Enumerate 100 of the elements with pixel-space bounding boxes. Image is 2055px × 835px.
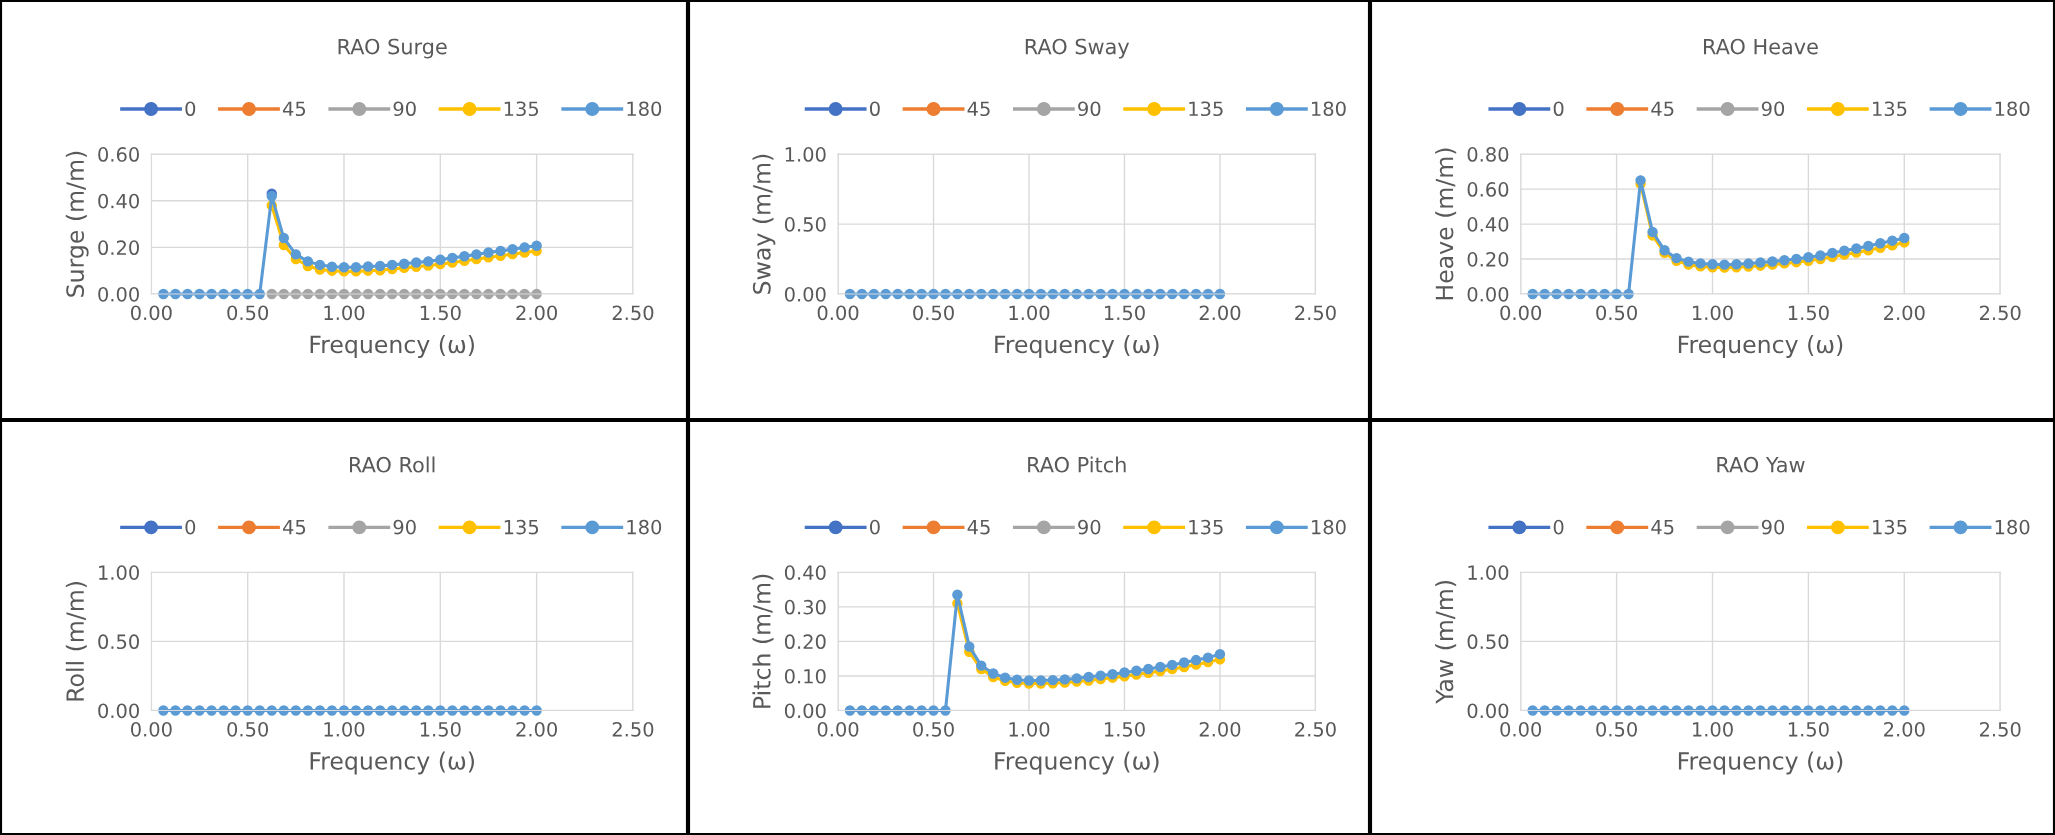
y-tick-label: 1.00 <box>785 147 826 162</box>
y-tick-label: 0.00 <box>784 703 826 719</box>
chart-title: RAO Pitch <box>1028 456 1126 473</box>
point <box>362 261 374 272</box>
x-tick-label: 0.00 <box>817 721 859 737</box>
x-axis-title: Frequency (ω) <box>1678 751 1843 775</box>
legend-label: 135 <box>1873 101 1907 117</box>
legend-label: 45 <box>282 101 306 117</box>
point <box>1155 661 1166 673</box>
legend-label: 45 <box>967 520 990 535</box>
y-tick-label: 1.00 <box>99 565 139 580</box>
y-tick-label: 0.00 <box>98 703 139 719</box>
point <box>374 260 386 272</box>
x-tick-label: 1.50 <box>1104 721 1145 737</box>
legend-label: 90 <box>393 101 416 117</box>
point <box>471 249 482 260</box>
legend-label: 45 <box>1651 520 1674 535</box>
x-tick-label: 1.50 <box>1788 721 1829 737</box>
x-tick-label: 0.00 <box>817 305 859 321</box>
legend-label: 90 <box>1078 519 1101 535</box>
point <box>1815 250 1826 261</box>
point <box>338 261 350 273</box>
legend-label: 0 <box>869 519 880 535</box>
legend-label: 0 <box>1553 519 1564 535</box>
y-tick-label: 0.00 <box>784 286 826 302</box>
point <box>1899 232 1910 244</box>
x-tick-label: 0.00 <box>1500 721 1542 737</box>
legend-label: 0 <box>1553 101 1564 117</box>
legend-label: 180 <box>627 101 662 117</box>
x-axis-title: Frequency (ω) <box>995 335 1159 358</box>
x-tick-label: 2.00 <box>1884 721 1925 737</box>
point <box>278 232 290 244</box>
x-tick-label: 1.00 <box>1692 305 1733 321</box>
point <box>1839 245 1850 256</box>
legend-label: 180 <box>1312 101 1346 117</box>
legend-label: 0 <box>185 101 196 117</box>
point <box>1083 671 1094 683</box>
point <box>1131 665 1142 676</box>
x-axis-title: Frequency (ω) <box>310 751 474 775</box>
y-tick-label: 0.20 <box>784 634 826 650</box>
y-tick-label: 0.80 <box>1467 147 1509 162</box>
legend-label: 180 <box>1312 519 1346 535</box>
point <box>411 257 422 268</box>
chart-title: RAO Surge <box>338 38 447 59</box>
y-axis-title: Yaw (m/m) <box>1435 581 1457 704</box>
legend-label: 90 <box>1761 519 1785 535</box>
point <box>952 589 963 600</box>
x-tick-label: 0.50 <box>913 305 954 321</box>
x-axis-title: Frequency (ω) <box>310 335 474 358</box>
legend-label: 180 <box>1995 519 2030 535</box>
point <box>507 244 518 255</box>
legend-label: 90 <box>1761 101 1785 117</box>
x-tick-label: 2.50 <box>612 721 654 737</box>
point <box>435 254 446 265</box>
legend-label: 45 <box>1651 101 1674 117</box>
legend-label: 45 <box>282 520 306 535</box>
point <box>1827 247 1838 259</box>
legend-label: 0 <box>185 519 196 535</box>
y-tick-label: 0.00 <box>98 286 139 302</box>
point <box>350 261 362 273</box>
point <box>483 247 494 258</box>
x-axis-title: Frequency (ω) <box>1678 335 1843 358</box>
y-tick-label: 0.00 <box>1467 703 1509 719</box>
chart-title: RAO Yaw <box>1717 456 1805 473</box>
legend-label: 0 <box>869 101 880 117</box>
x-tick-label: 2.50 <box>1295 721 1336 737</box>
x-tick-label: 1.00 <box>1692 721 1733 737</box>
y-tick-label: 0.40 <box>98 193 139 209</box>
x-tick-label: 0.50 <box>913 721 954 737</box>
point <box>1875 238 1886 249</box>
point <box>1095 670 1106 681</box>
point <box>495 245 506 257</box>
point <box>1647 226 1658 238</box>
x-tick-label: 2.50 <box>1979 305 2021 321</box>
y-tick-label: 0.00 <box>1467 286 1509 302</box>
point <box>302 256 314 267</box>
y-tick-label: 0.60 <box>98 147 139 162</box>
legend-label: 180 <box>627 519 662 535</box>
x-tick-label: 1.00 <box>1009 305 1050 321</box>
x-tick-label: 1.50 <box>420 721 461 737</box>
y-axis-title: Heave (m/m) <box>1435 148 1457 300</box>
chart-title: RAO Roll <box>350 456 435 473</box>
x-tick-label: 0.50 <box>227 305 269 321</box>
y-axis-title: Roll (m/m) <box>65 582 87 701</box>
y-tick-label: 0.60 <box>1467 182 1509 197</box>
x-tick-label: 2.50 <box>1295 305 1336 321</box>
chart-title: RAO Heave <box>1704 38 1818 55</box>
point <box>1635 175 1646 186</box>
point <box>519 242 530 253</box>
y-axis-title: Sway (m/m) <box>752 154 776 294</box>
x-tick-label: 2.00 <box>1199 721 1241 737</box>
y-tick-label: 0.30 <box>784 599 826 615</box>
point <box>290 249 302 260</box>
point <box>1119 667 1130 678</box>
x-tick-label: 0.50 <box>1596 721 1637 737</box>
y-tick-label: 0.50 <box>98 634 139 650</box>
y-tick-label: 0.20 <box>1467 251 1509 267</box>
x-tick-label: 2.50 <box>1979 721 2021 737</box>
x-tick-label: 0.50 <box>227 721 269 737</box>
y-tick-label: 1.00 <box>1468 565 1509 580</box>
